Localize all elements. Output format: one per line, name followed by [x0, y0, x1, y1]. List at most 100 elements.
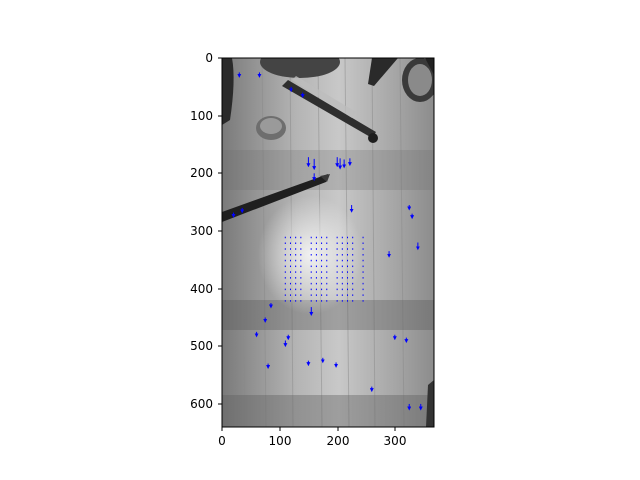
flow-dot: [347, 288, 349, 291]
flow-dot: [289, 300, 291, 302]
flow-dot: [310, 254, 312, 256]
flow-dot: [336, 288, 338, 291]
flow-dot: [336, 242, 338, 244]
flow-dot: [336, 248, 338, 250]
flow-dot: [347, 282, 349, 285]
flow-dot: [300, 271, 302, 273]
flow-dot: [315, 282, 317, 285]
y-tick-label: 300: [190, 224, 213, 238]
flow-dot: [289, 288, 291, 291]
flow-dot: [326, 248, 328, 250]
flow-dot: [310, 294, 312, 296]
flow-dot: [341, 277, 343, 279]
flow-dot: [362, 236, 364, 239]
y-tick-label: 600: [190, 397, 213, 411]
flow-dot: [341, 282, 343, 285]
flow-dot: [321, 248, 323, 250]
flow-dot: [321, 254, 323, 256]
flow-dot: [289, 271, 291, 273]
flow-dot: [347, 254, 349, 256]
flow-dot: [315, 265, 317, 268]
flow-dot: [347, 277, 349, 279]
flow-dot: [347, 236, 349, 239]
flow-dot: [315, 254, 317, 256]
flow-dot: [326, 265, 328, 268]
flow-dot: [315, 248, 317, 250]
flow-dot: [341, 271, 343, 273]
flow-dot: [362, 265, 364, 268]
flow-dot: [326, 254, 328, 256]
flow-dot: [315, 242, 317, 244]
flow-dot: [347, 265, 349, 268]
flow-dot: [347, 294, 349, 296]
flow-dot: [295, 254, 297, 256]
flow-dot: [336, 254, 338, 256]
flow-dot: [284, 294, 286, 296]
flow-dot: [347, 271, 349, 273]
flow-dot: [336, 271, 338, 273]
flow-dot: [310, 300, 312, 302]
flow-dot: [321, 242, 323, 244]
flow-dot: [352, 254, 354, 256]
flow-dot: [326, 259, 328, 262]
flow-dot: [300, 265, 302, 268]
flow-dot: [347, 242, 349, 244]
flow-dot: [352, 271, 354, 273]
flow-dot: [352, 277, 354, 279]
flow-dot: [300, 277, 302, 279]
flow-dot: [336, 277, 338, 279]
photo-image: [222, 58, 434, 427]
flow-dot: [295, 271, 297, 273]
flow-dot: [341, 288, 343, 291]
flow-dot: [362, 242, 364, 244]
flow-dot: [284, 282, 286, 285]
flow-dot: [321, 259, 323, 262]
flow-dot: [321, 236, 323, 239]
flow-dot: [315, 277, 317, 279]
flow-dot: [352, 236, 354, 239]
flow-dot: [326, 294, 328, 296]
flow-dot: [315, 300, 317, 302]
flow-dot: [300, 259, 302, 262]
flow-dot: [326, 288, 328, 291]
flow-dot: [315, 236, 317, 239]
flow-dot: [352, 288, 354, 291]
flow-dot: [321, 300, 323, 302]
flow-dot: [341, 259, 343, 262]
flow-dot: [310, 259, 312, 262]
flow-dot: [289, 254, 291, 256]
y-tick-label: 500: [190, 339, 213, 353]
flow-dot: [295, 288, 297, 291]
flow-dot: [315, 271, 317, 273]
flow-dot: [295, 259, 297, 262]
y-tick-label: 100: [190, 109, 213, 123]
flow-dot: [347, 259, 349, 262]
flow-dot: [362, 277, 364, 279]
flow-dot: [300, 236, 302, 239]
flow-dot: [321, 294, 323, 296]
flow-dot: [362, 282, 364, 285]
flow-dot: [347, 300, 349, 302]
flow-dot: [300, 248, 302, 250]
flow-dot: [295, 277, 297, 279]
flow-dot: [295, 248, 297, 250]
flow-dot: [310, 236, 312, 239]
x-tick-label: 300: [384, 434, 407, 448]
flow-dot: [352, 248, 354, 250]
flow-dot: [336, 259, 338, 262]
flow-dot: [295, 294, 297, 296]
flow-dot: [310, 248, 312, 250]
flow-dot: [326, 277, 328, 279]
flow-dot: [341, 254, 343, 256]
flow-dot: [310, 265, 312, 268]
image-frame: [221, 57, 435, 428]
flow-dot: [289, 277, 291, 279]
flow-dot: [362, 300, 364, 302]
flow-dot: [341, 294, 343, 296]
flow-dot: [321, 265, 323, 268]
y-axis: 0 100 200 300 400 500 600: [190, 51, 222, 411]
flow-dot: [284, 271, 286, 273]
flow-dot: [310, 277, 312, 279]
flow-dot: [362, 288, 364, 291]
